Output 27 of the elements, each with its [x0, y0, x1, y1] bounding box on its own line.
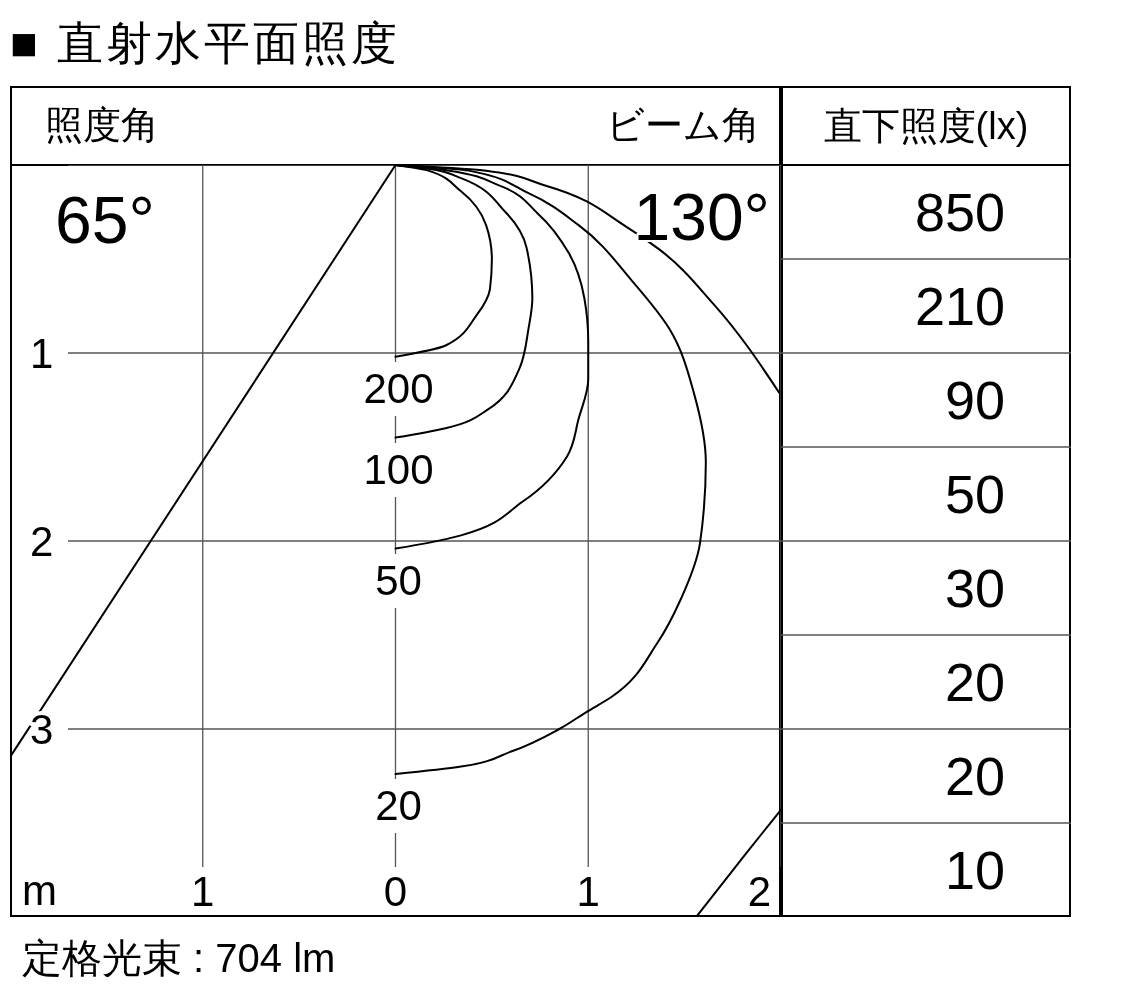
annotation: 65°	[55, 183, 155, 257]
x-tick-label: 1	[191, 868, 215, 915]
series-label: 50	[371, 553, 426, 608]
data-label: 20	[944, 652, 1005, 712]
text: ビーム角	[606, 104, 760, 146]
series-label: 200	[359, 361, 438, 416]
y-tick-label: 1	[30, 330, 54, 378]
y-tick-label: 3	[30, 706, 54, 754]
text: 直下照度(lx)	[823, 104, 1029, 147]
x-tick-label: 0	[383, 868, 408, 915]
x-tick-label: 1	[576, 868, 600, 915]
data-label: 50	[944, 464, 1005, 524]
data-label: 10	[944, 840, 1005, 900]
series-label: 20	[371, 779, 426, 834]
y-tick-label: 2	[30, 518, 54, 566]
text: 照度角	[45, 104, 159, 146]
series-label: 100	[359, 442, 438, 497]
data-label: 20	[944, 746, 1005, 806]
data-label: 30	[944, 558, 1005, 618]
x-axis-title: m	[22, 867, 57, 914]
x-tick-label: 2	[747, 868, 771, 915]
data-label: 90	[944, 370, 1005, 430]
data-label: 210	[914, 276, 1005, 336]
data-label: 850	[914, 182, 1005, 242]
text: 定格光束 : 704 lm	[22, 936, 336, 980]
chart-title: ■ 直射水平面照度	[10, 17, 400, 69]
annotation: 130°	[633, 180, 770, 254]
